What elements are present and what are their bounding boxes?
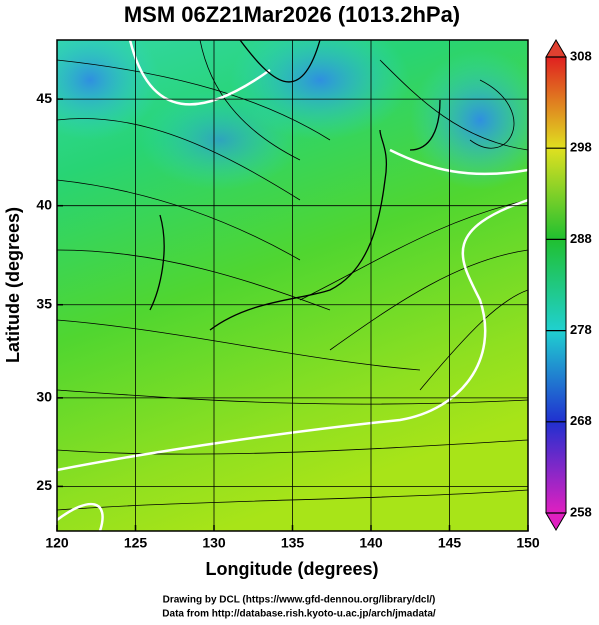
x-axis-label: Longitude (degrees) xyxy=(205,559,378,579)
y-tick-label: 40 xyxy=(36,196,52,212)
colorbar-tick-label: 288 xyxy=(570,231,592,246)
x-tick-label: 135 xyxy=(281,535,305,551)
x-tick-label: 140 xyxy=(359,535,383,551)
colorbar-tick-label: 308 xyxy=(570,48,592,63)
colorbar xyxy=(545,39,567,531)
chart-title: MSM 06Z21Mar2026 (1013.2hPa) xyxy=(124,2,460,27)
y-tick-label: 35 xyxy=(36,295,52,311)
y-tick-label: 25 xyxy=(36,477,52,493)
y-tick-label: 45 xyxy=(36,90,52,106)
colorbar-tick-label: 298 xyxy=(570,140,592,155)
x-tick-label: 120 xyxy=(45,535,69,551)
field xyxy=(57,40,528,531)
y-axis-label: Latitude (degrees) xyxy=(3,207,23,363)
credit: Drawing by DCL (https://www.gfd-dennou.o… xyxy=(163,595,436,606)
colorbar-tick-label: 258 xyxy=(570,504,592,519)
y-tick-label: 30 xyxy=(36,389,52,405)
colorbar-tick-label: 278 xyxy=(570,322,592,337)
x-tick-label: 130 xyxy=(202,535,226,551)
x-tick-label: 125 xyxy=(124,535,148,551)
x-tick-label: 145 xyxy=(438,535,462,551)
credit: Data from http://database.rish.kyoto-u.a… xyxy=(162,609,436,620)
x-tick-label: 150 xyxy=(516,535,540,551)
colorbar-tick-label: 268 xyxy=(570,413,592,428)
